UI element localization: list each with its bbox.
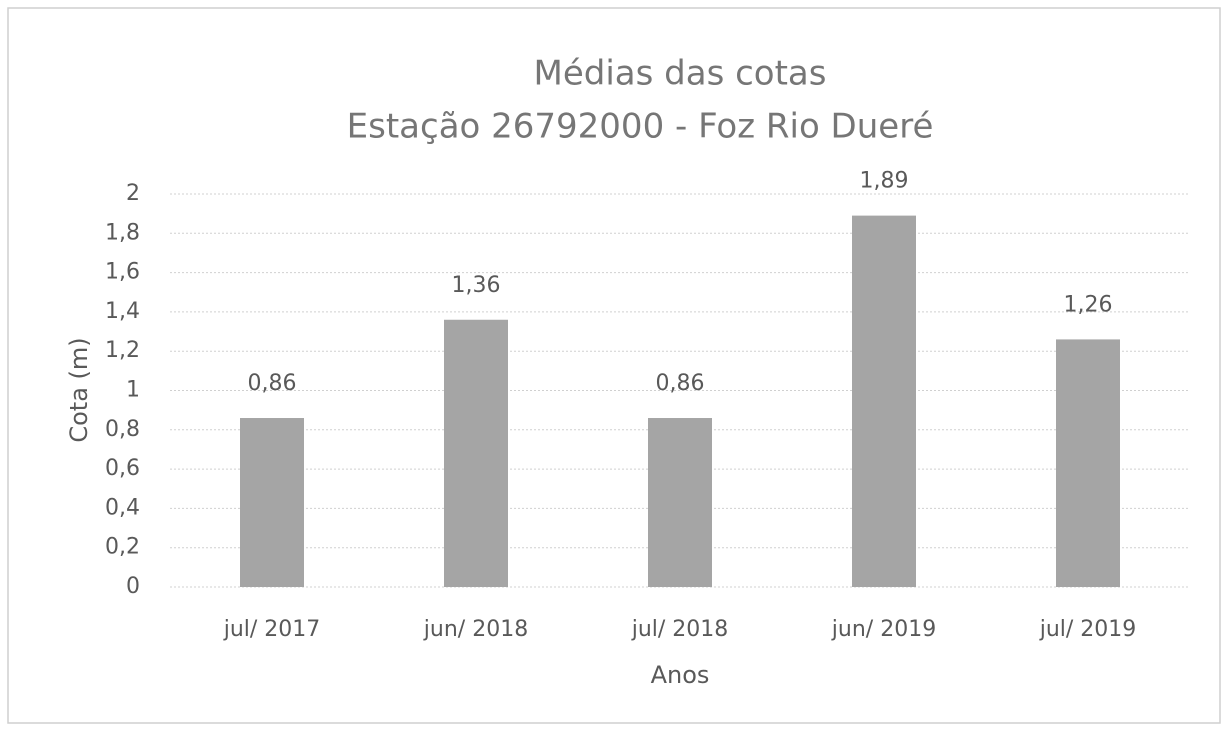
data-label: 1,89 <box>860 169 909 194</box>
x-axis-label: Anos <box>651 661 710 689</box>
data-label: 1,36 <box>452 273 501 298</box>
x-tick-label: jul/ 2017 <box>223 617 321 642</box>
y-tick-label: 1,2 <box>105 338 140 363</box>
y-tick-label: 1 <box>126 378 140 403</box>
x-tick-label: jul/ 2019 <box>1039 617 1137 642</box>
y-tick-label: 0 <box>126 574 140 599</box>
y-tick-label: 0,4 <box>105 495 140 520</box>
y-tick-label: 1,8 <box>105 220 140 245</box>
y-tick-label: 1,6 <box>105 260 140 285</box>
x-tick-label: jul/ 2018 <box>631 617 729 642</box>
x-tick-label: jun/ 2019 <box>831 617 936 642</box>
chart-subtitle: Estação 26792000 - Foz Rio Dueré <box>347 107 934 147</box>
y-axis-label: Cota (m) <box>65 337 93 442</box>
bar <box>444 319 508 587</box>
y-tick-label: 0,8 <box>105 417 140 442</box>
y-tick-label: 0,6 <box>105 456 140 481</box>
x-tick-label: jun/ 2018 <box>423 617 528 642</box>
chart-title: Médias das cotas <box>534 54 827 94</box>
data-label: 0,86 <box>248 371 297 396</box>
bar <box>648 418 712 587</box>
chart-border <box>7 7 1221 724</box>
data-label: 0,86 <box>656 371 705 396</box>
y-tick-label: 2 <box>126 181 140 206</box>
y-tick-label: 0,2 <box>105 535 140 560</box>
y-tick-label: 1,4 <box>105 299 140 324</box>
data-label: 1,26 <box>1064 292 1113 317</box>
bar <box>240 418 304 587</box>
bar <box>1056 339 1120 587</box>
bar <box>852 215 916 588</box>
